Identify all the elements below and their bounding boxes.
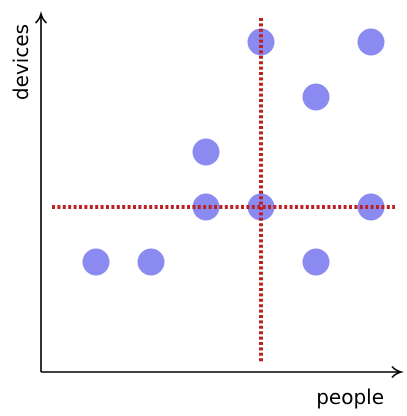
data-point-7 (302, 83, 330, 111)
data-point-8 (302, 248, 330, 276)
data-point-1 (82, 248, 110, 276)
y-axis-arrow-icon (34, 10, 48, 24)
data-point-2 (137, 248, 165, 276)
y-axis-label: devices (9, 24, 33, 100)
x-axis-arrow-icon (391, 365, 405, 379)
reference-lines (52, 18, 395, 362)
data-point-4 (192, 138, 220, 166)
plot-marks (82, 28, 385, 276)
x-axis-label: people (316, 385, 384, 409)
data-point-10 (357, 28, 385, 56)
